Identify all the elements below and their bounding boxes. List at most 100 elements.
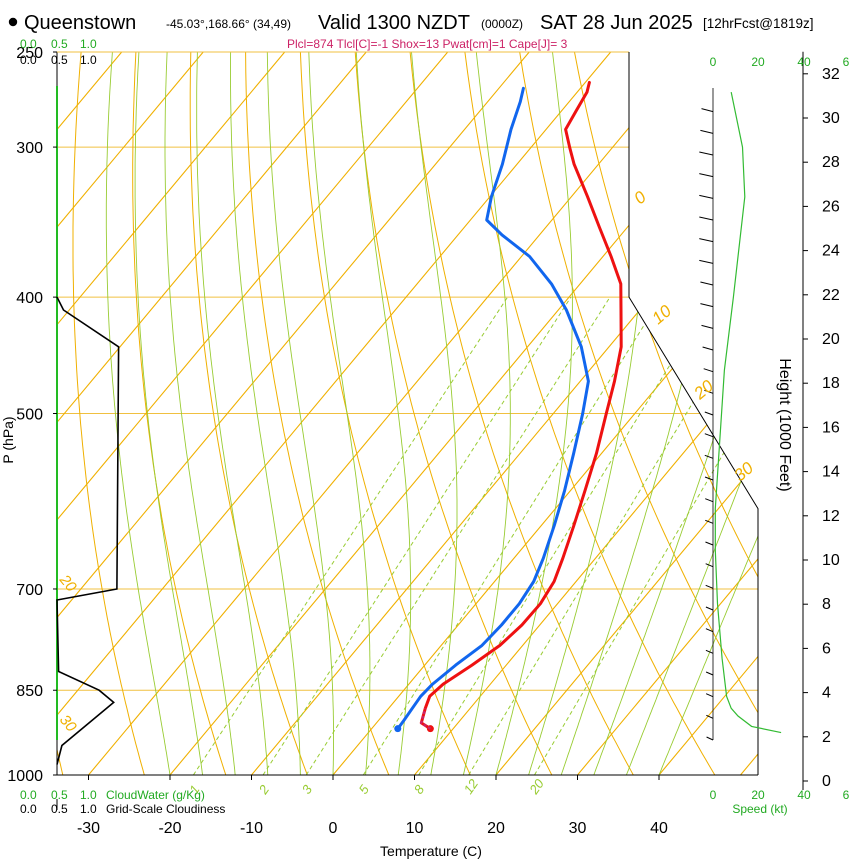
wind-barb xyxy=(706,714,714,719)
wind-barb xyxy=(700,129,714,134)
wind-barb xyxy=(702,346,714,351)
top-cloudwater-2: 1.0 xyxy=(80,37,97,51)
right-border-line xyxy=(628,52,759,775)
isotherm-line xyxy=(57,52,530,775)
top-speed-40: 40 xyxy=(797,55,811,69)
mixing-ratio-label: 2 xyxy=(255,782,272,798)
bottom-cloudiness-0: 0.0 xyxy=(20,802,37,816)
dry-adiabat-line xyxy=(570,52,758,775)
top-speed-0: 0 xyxy=(710,55,717,69)
moist-adiabat-line xyxy=(625,52,758,775)
wind-barb xyxy=(703,368,714,373)
moist-adiabat-line xyxy=(593,52,758,775)
isotherm-label: 20 xyxy=(55,571,80,596)
valid-date: SAT 28 Jun 2025 xyxy=(540,12,693,34)
wind-barb xyxy=(699,259,714,264)
mixing-ratio-line xyxy=(305,296,611,775)
height-tick-label: 22 xyxy=(822,287,840,304)
height-tick-label: 0 xyxy=(822,773,831,790)
height-tick-label: 26 xyxy=(822,198,840,215)
axis-ticks: 0246810121416182022242628303225030040050… xyxy=(7,45,839,837)
height-tick-label: 18 xyxy=(822,375,840,392)
dry-adiabat-label: 10 xyxy=(648,301,675,328)
wind-barb xyxy=(705,671,714,676)
isotherm-line xyxy=(57,52,367,775)
bottom-cloudwater-2: 1.0 xyxy=(80,788,97,802)
moist-adiabat-line xyxy=(658,52,758,775)
mixing-ratio-label: 3 xyxy=(299,782,316,797)
dry-adiabat-line xyxy=(353,52,566,775)
wind-barb xyxy=(705,498,714,503)
temperature-tick-label: 40 xyxy=(650,820,668,837)
mixing-ratio-label: 20 xyxy=(526,776,548,798)
height-tick-label: 24 xyxy=(822,243,840,260)
dewpoint-line-surface-marker xyxy=(394,725,402,733)
height-tick-label: 4 xyxy=(822,685,831,702)
bottom-speed-40: 40 xyxy=(797,788,811,802)
bottom-cloudiness-2: 1.0 xyxy=(80,802,97,816)
dry-adiabat-line xyxy=(299,52,483,775)
skewt-frame xyxy=(56,51,759,810)
moist-adiabat-line xyxy=(134,52,204,775)
moist-adiabat-line xyxy=(308,52,371,775)
pressure-tick-label: 400 xyxy=(16,290,43,307)
height-tick-label: 2 xyxy=(822,729,831,746)
isotherm-line xyxy=(57,52,204,775)
wind-barb xyxy=(706,736,714,741)
wind-barb xyxy=(699,173,714,178)
moist-adiabat-line xyxy=(164,52,236,775)
bottom-cloudiness-1: 0.5 xyxy=(51,802,68,816)
mixing-ratio-line xyxy=(534,296,758,775)
station-coords: -45.03°,168.66° (34,49) xyxy=(166,17,291,31)
moist-adiabat-line xyxy=(196,52,269,775)
height-tick-label: 32 xyxy=(822,66,840,83)
isotherm-label: 30 xyxy=(56,712,80,736)
dry-adiabat-line xyxy=(516,52,758,775)
wind-barb xyxy=(699,151,714,156)
isotherm-line xyxy=(57,52,286,775)
station-name: Queenstown xyxy=(24,12,136,34)
moist-adiabat-line xyxy=(105,52,171,775)
height-tick-label: 16 xyxy=(822,419,840,436)
wind-barb xyxy=(705,606,714,611)
wind-barb xyxy=(705,628,714,633)
pressure-tick-label: 300 xyxy=(16,140,43,157)
dry-adiabat-label: 0 xyxy=(630,187,650,208)
moist-adiabat-line xyxy=(230,52,301,775)
top-cloudiness-2: 1.0 xyxy=(80,53,97,67)
temperature-line xyxy=(419,80,623,731)
top-speed-20: 20 xyxy=(751,55,765,69)
speed-label: Speed (kt) xyxy=(732,802,787,816)
pressure-tick-label: 250 xyxy=(16,45,43,62)
top-cloudwater-0: 0.0 xyxy=(20,37,37,51)
pressure-tick-label: 700 xyxy=(16,582,43,599)
isotherm-line xyxy=(332,52,758,775)
sounding-series xyxy=(56,80,782,765)
valid-time: Valid 1300 NZDT xyxy=(318,12,470,34)
wind-barb xyxy=(704,433,714,438)
moist-adiabat-line xyxy=(266,52,334,775)
dry-adiabat-line xyxy=(189,52,318,775)
wind-barb xyxy=(700,281,714,286)
mixing-ratio-line xyxy=(362,296,663,775)
dry-adiabat-line xyxy=(461,52,731,775)
wind-barb xyxy=(704,454,714,459)
cloudwater-label: CloudWater (g/Kg) xyxy=(106,788,205,802)
mixing-ratio-line xyxy=(418,296,712,775)
valid-zulu: (0000Z) xyxy=(481,17,523,31)
wind-barb xyxy=(704,476,714,481)
height-tick-label: 8 xyxy=(822,596,831,613)
y-axis-title: P (hPa) xyxy=(0,416,16,463)
height-tick-label: 30 xyxy=(822,110,840,127)
bottom-cloudwater-1: 0.5 xyxy=(51,788,68,802)
temperature-tick-label: -20 xyxy=(158,820,181,837)
dewpoint-line xyxy=(396,86,590,731)
moist-adiabat-line xyxy=(355,52,412,775)
temperature-tick-label: -10 xyxy=(240,820,263,837)
mixing-ratio-label: 12 xyxy=(461,776,482,797)
pressure-tick-label: 500 xyxy=(16,407,43,424)
dry-adiabat-line xyxy=(407,52,649,775)
dry-adiabat-line xyxy=(72,52,153,775)
dry-adiabat-line xyxy=(842,31,850,801)
